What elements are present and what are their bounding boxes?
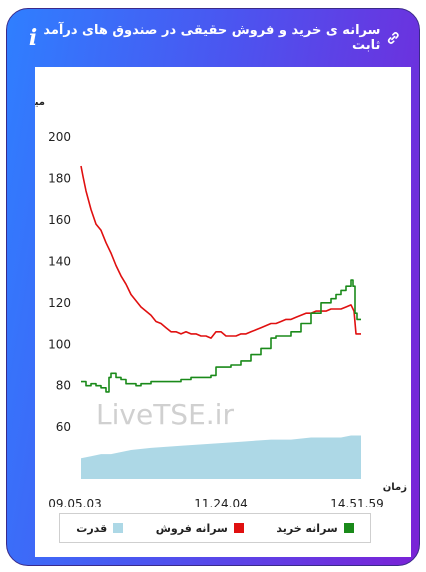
x-axis-label: زمان [383,482,407,493]
legend-swatch-buy [343,523,354,533]
legend-label-power: قدرت [76,521,108,535]
card-header: i سرانه ی خرید و فروش حقیقی در صندوق های… [7,9,419,67]
chart-legend: سرانه خرید سرانه فروش قدرت [59,513,371,543]
chart-card: i سرانه ی خرید و فروش حقیقی در صندوق های… [0,8,420,566]
title-wrap: سرانه ی خرید و فروش حقیقی در صندوق های د… [43,23,401,53]
chart-title: سرانه ی خرید و فروش حقیقی در صندوق های د… [43,23,381,53]
x-tick-label: 14.51.59 [330,497,383,507]
legend-swatch-power [113,523,124,533]
y-tick-label: 200 [48,130,71,144]
legend-item-sell[interactable]: سرانه فروش [156,522,244,535]
info-icon[interactable]: i [28,25,38,51]
x-tick-label: 11.24.04 [194,497,247,507]
link-icon[interactable] [386,30,401,46]
y-tick-label: 60 [56,420,71,434]
y-tick-label: 120 [48,296,71,310]
legend-label-sell: سرانه فروش [155,521,228,535]
legend-label-buy: سرانه خرید [276,521,338,535]
y-axis-label: میلیون تومان [35,97,45,108]
y-tick-label: 80 [56,379,71,393]
legend-item-power[interactable]: قدرت [76,521,124,535]
y-tick-label: 140 [48,254,71,268]
series-buy-line [81,279,361,393]
y-tick-label: 100 [48,337,71,351]
series-power-area [81,435,361,479]
series-sell-line [80,165,361,339]
chart-svg: میلیون تومان زمان LiveTSE.ir 60 80 100 120 1… [0,97,407,511]
chart-panel: میلیون تومان زمان LiveTSE.ir 60 80 100 120 1… [0,67,411,557]
watermark: LiveTSE.ir [96,398,234,431]
y-tick-label: 160 [48,213,71,227]
legend-swatch-sell [233,523,244,533]
x-tick-label: 09.05.03 [48,497,101,507]
y-tick-label: 180 [48,171,71,185]
legend-item-buy[interactable]: سرانه خرید [276,521,354,535]
